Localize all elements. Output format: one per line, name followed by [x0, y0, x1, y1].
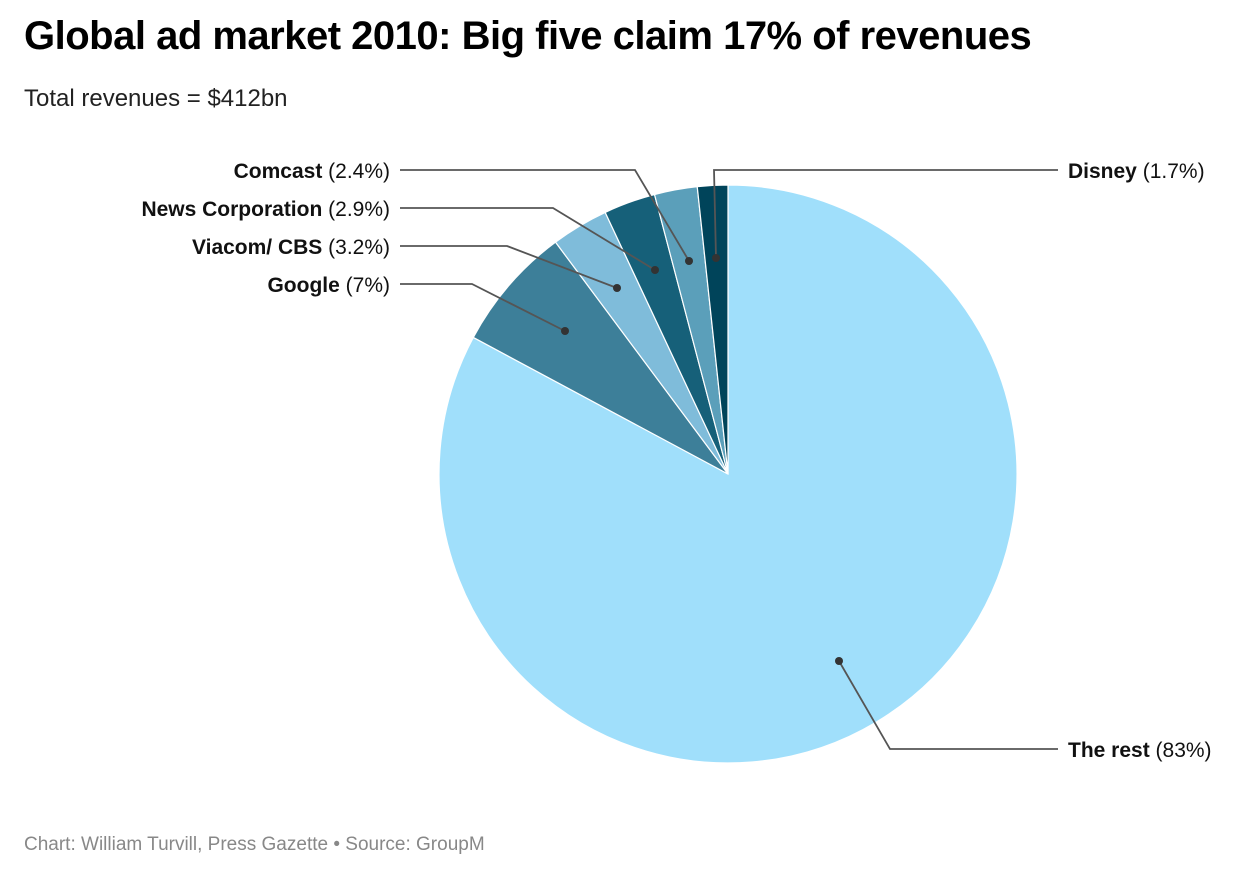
label-news-corporation: News Corporation (2.9%): [141, 198, 390, 221]
label-name: Comcast: [234, 160, 323, 183]
label-comcast: Comcast (2.4%): [234, 160, 390, 183]
label-name: Viacom/ CBS: [192, 236, 322, 259]
leader-dot-comcast: [685, 257, 693, 265]
leader-line-comcast: [400, 169, 690, 262]
label-name: News Corporation: [141, 198, 322, 221]
chart-footer: Chart: William Turvill, Press Gazette • …: [24, 834, 485, 855]
pie-slice-disney: [696, 184, 729, 475]
leader-line-the-rest: [838, 660, 1058, 750]
label-value: (3.2%): [322, 236, 390, 259]
label-value: (2.4%): [322, 160, 390, 183]
label-value: (83%): [1150, 739, 1212, 762]
label-disney: Disney (1.7%): [1068, 160, 1205, 183]
leader-dot-news-corporation: [651, 266, 659, 274]
label-the-rest: The rest (83%): [1068, 739, 1212, 762]
label-value: (2.9%): [322, 198, 390, 221]
pie-slice-the-rest: [438, 184, 1018, 764]
label-google: Google (7%): [267, 274, 390, 297]
leader-dot-disney: [712, 254, 720, 262]
leader-line-viacom-cbs: [400, 245, 618, 289]
leader-line-google: [400, 283, 566, 332]
leader-dot-google: [561, 327, 569, 335]
label-value: (1.7%): [1137, 160, 1205, 183]
chart-title: Global ad market 2010: Big five claim 17…: [24, 14, 1032, 58]
leader-line-news-corporation: [400, 207, 656, 271]
leader-dot-viacom-cbs: [613, 284, 621, 292]
label-viacom-cbs: Viacom/ CBS (3.2%): [192, 236, 390, 259]
label-name: The rest: [1068, 739, 1150, 762]
leader-line-disney: [713, 169, 1058, 259]
label-value: (7%): [340, 274, 390, 297]
label-name: Disney: [1068, 160, 1137, 183]
chart-subtitle: Total revenues = $412bn: [24, 85, 288, 112]
label-name: Google: [267, 274, 339, 297]
pie-slice-google: [472, 241, 729, 475]
leader-dot-the-rest: [835, 657, 843, 665]
